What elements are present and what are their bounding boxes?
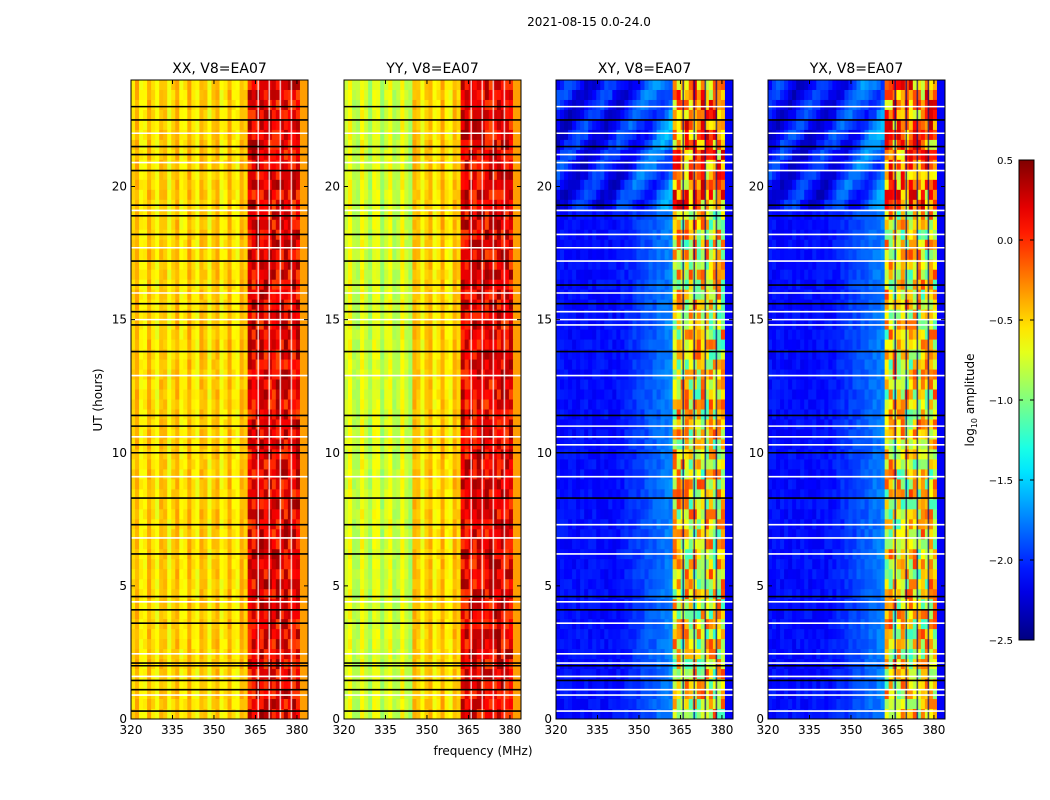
x-tick-label: 350	[628, 723, 651, 737]
y-tick-label: 5	[756, 579, 764, 593]
colorbar-gradient	[1019, 160, 1034, 640]
colorbar-tick-label: −2.0	[989, 556, 1013, 567]
x-tick-label: 350	[203, 723, 226, 737]
x-tick-label: 335	[161, 723, 184, 737]
y-tick-label: 20	[112, 180, 127, 194]
x-axis-label: frequency (MHz)	[433, 744, 532, 758]
y-tick-label: 10	[749, 446, 764, 460]
heatmap-image	[768, 80, 945, 719]
y-tick-label: 0	[119, 712, 127, 726]
x-tick-label: 380	[922, 723, 945, 737]
y-tick-label: 20	[537, 180, 552, 194]
panel-title: XY, V8=EA07	[598, 61, 692, 77]
y-tick-label: 20	[325, 180, 340, 194]
heatmap-image	[344, 80, 521, 719]
y-tick-label: 15	[537, 313, 552, 327]
x-tick-label: 350	[840, 723, 863, 737]
colorbar-label: log10 amplitude	[963, 354, 979, 447]
y-tick-label: 0	[756, 712, 764, 726]
y-tick-label: 15	[749, 313, 764, 327]
colorbar-tick-label: −1.0	[989, 396, 1013, 407]
y-tick-label: 10	[325, 446, 340, 460]
panel-0: XX, V8=EA07 320 335 350 365 380 0 5 10 15 20	[112, 61, 309, 737]
y-tick-label: 15	[112, 313, 127, 327]
panel-frame	[767, 79, 946, 720]
x-tick-label: 380	[498, 723, 521, 737]
colorbar: 0.5 0.0 −0.5 −1.0 −1.5 −2.0 −2.5 log10 amplitud…	[963, 156, 1035, 647]
y-tick-label: 5	[332, 579, 340, 593]
x-tick-label: 335	[586, 723, 609, 737]
y-tick-label: 10	[537, 446, 552, 460]
colorbar-tick-label: 0.0	[997, 236, 1013, 247]
y-tick-label: 5	[544, 579, 552, 593]
x-tick-label: 365	[244, 723, 267, 737]
x-tick-label: 365	[881, 723, 904, 737]
x-tick-label: 335	[798, 723, 821, 737]
panel-frame	[130, 79, 309, 720]
x-tick-label: 320	[757, 723, 780, 737]
x-tick-label: 380	[285, 723, 308, 737]
panel-frame	[343, 79, 522, 720]
colorbar-tick-label: −2.5	[989, 636, 1013, 647]
panel-3: YX, V8=EA07 320 335 350 365 380 0 5 10 15 20	[749, 61, 946, 737]
y-tick-label: 15	[325, 313, 340, 327]
y-tick-label: 10	[112, 446, 127, 460]
y-tick-label: 0	[332, 712, 340, 726]
panel-2: XY, V8=EA07 320 335 350 365 380 0 5 10 15 20	[537, 61, 734, 737]
colorbar-tick-label: −0.5	[989, 316, 1013, 327]
panel-frame	[555, 79, 734, 720]
heatmap-image	[556, 80, 733, 719]
x-tick-label: 365	[457, 723, 480, 737]
y-axis-label: UT (hours)	[91, 368, 105, 431]
panel-title: YX, V8=EA07	[809, 61, 904, 77]
heatmap-image	[131, 80, 308, 719]
x-tick-label: 350	[416, 723, 439, 737]
x-tick-label: 320	[120, 723, 143, 737]
y-tick-label: 20	[749, 180, 764, 194]
colorbar-tick-label: 0.5	[997, 156, 1013, 167]
x-tick-label: 380	[710, 723, 733, 737]
x-tick-label: 365	[669, 723, 692, 737]
y-tick-label: 0	[544, 712, 552, 726]
colorbar-tick-label: −1.5	[989, 476, 1013, 487]
x-tick-label: 320	[545, 723, 568, 737]
x-tick-label: 320	[333, 723, 356, 737]
panel-title: YY, V8=EA07	[385, 61, 478, 77]
panel-1: YY, V8=EA07 320 335 350 365 380 0 5 10 15 20	[325, 61, 522, 737]
x-tick-label: 335	[374, 723, 397, 737]
panel-title: XX, V8=EA07	[172, 61, 267, 77]
figure-suptitle: 2021-08-15 0.0-24.0	[527, 15, 651, 29]
y-tick-label: 5	[119, 579, 127, 593]
